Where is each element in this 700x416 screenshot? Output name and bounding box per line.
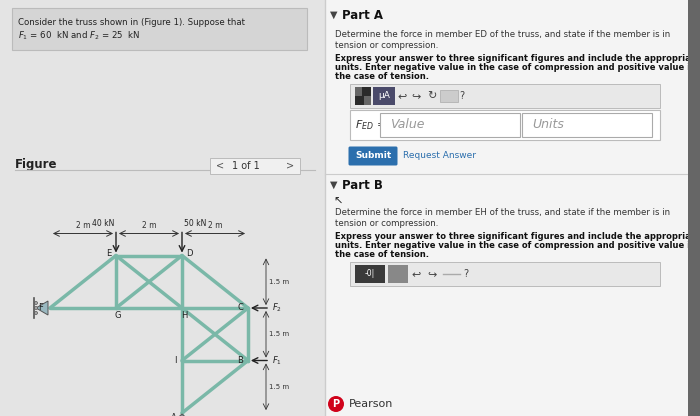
Text: Consider the truss shown in (Figure 1). Suppose that: Consider the truss shown in (Figure 1). … bbox=[18, 18, 245, 27]
Text: 1.5 m: 1.5 m bbox=[269, 384, 289, 390]
Bar bbox=[373, 87, 395, 105]
Text: 1.5 m: 1.5 m bbox=[269, 279, 289, 285]
Text: ↩: ↩ bbox=[398, 91, 407, 101]
Text: F: F bbox=[38, 304, 43, 312]
Bar bbox=[350, 84, 660, 108]
Text: 50 kN: 50 kN bbox=[184, 218, 206, 228]
Text: -0|: -0| bbox=[365, 270, 375, 278]
Text: Request Answer: Request Answer bbox=[403, 151, 476, 161]
Text: P: P bbox=[332, 399, 340, 409]
Text: Determine the force in member ED of the truss, and state if the member is in: Determine the force in member ED of the … bbox=[335, 30, 671, 39]
Text: ↩: ↩ bbox=[412, 269, 421, 279]
Text: C: C bbox=[237, 304, 243, 312]
Polygon shape bbox=[174, 414, 190, 416]
Bar bbox=[350, 110, 660, 140]
Bar bbox=[522, 113, 652, 137]
Circle shape bbox=[328, 396, 344, 412]
Bar bbox=[688, 0, 700, 416]
Text: Express your answer to three significant figures and include the appropriate: Express your answer to three significant… bbox=[335, 54, 700, 63]
Bar bbox=[364, 96, 371, 105]
Text: units. Enter negative value in the case of compression and positive value in: units. Enter negative value in the case … bbox=[335, 63, 696, 72]
Bar bbox=[388, 265, 408, 283]
Bar bbox=[350, 262, 660, 286]
Text: H: H bbox=[181, 310, 187, 319]
Text: ?: ? bbox=[463, 269, 468, 279]
Text: $F_{ED}$ =: $F_{ED}$ = bbox=[355, 118, 386, 132]
Bar bbox=[380, 113, 520, 137]
Text: Units: Units bbox=[532, 119, 564, 131]
Text: ▼: ▼ bbox=[330, 10, 337, 20]
Text: D: D bbox=[186, 249, 193, 258]
Text: B: B bbox=[237, 356, 243, 365]
Text: A: A bbox=[172, 414, 177, 416]
FancyBboxPatch shape bbox=[349, 146, 398, 166]
Text: $F_2$: $F_2$ bbox=[272, 302, 282, 314]
Text: 40 kN: 40 kN bbox=[92, 218, 114, 228]
Bar bbox=[12, 8, 307, 50]
Text: 2 m: 2 m bbox=[76, 221, 90, 230]
Text: ↪: ↪ bbox=[427, 269, 437, 279]
Text: >: > bbox=[286, 161, 294, 171]
Text: 2 m: 2 m bbox=[208, 221, 223, 230]
Text: ↖: ↖ bbox=[333, 197, 342, 207]
Text: Submit: Submit bbox=[355, 151, 391, 161]
Polygon shape bbox=[36, 301, 48, 315]
Text: Determine the force in member EH of the truss, and state if the member is in: Determine the force in member EH of the … bbox=[335, 208, 670, 217]
Bar bbox=[355, 87, 371, 105]
Text: units. Enter negative value in the case of compression and positive value in: units. Enter negative value in the case … bbox=[335, 241, 696, 250]
Bar bbox=[0, 0, 325, 416]
Bar bbox=[355, 87, 362, 96]
Text: ↪: ↪ bbox=[412, 91, 421, 101]
Circle shape bbox=[34, 312, 38, 314]
Text: $F_1$ = 60  kN and $F_2$ = 25  kN: $F_1$ = 60 kN and $F_2$ = 25 kN bbox=[18, 30, 140, 42]
Text: Part A: Part A bbox=[342, 9, 383, 22]
Bar bbox=[440, 90, 458, 102]
Text: ▼: ▼ bbox=[330, 180, 337, 190]
Text: Figure: Figure bbox=[15, 158, 57, 171]
Text: the case of tension.: the case of tension. bbox=[335, 72, 429, 81]
Text: <: < bbox=[216, 161, 224, 171]
Bar bbox=[355, 265, 385, 283]
Text: G: G bbox=[115, 310, 121, 319]
Text: tension or compression.: tension or compression. bbox=[335, 219, 438, 228]
Bar bbox=[210, 158, 300, 174]
Text: 1.5 m: 1.5 m bbox=[269, 331, 289, 337]
Text: ↻: ↻ bbox=[427, 91, 437, 101]
Text: tension or compression.: tension or compression. bbox=[335, 41, 438, 50]
Text: μΑ: μΑ bbox=[378, 92, 390, 101]
Text: E: E bbox=[106, 249, 111, 258]
Text: the case of tension.: the case of tension. bbox=[335, 250, 429, 259]
Text: ?: ? bbox=[459, 91, 465, 101]
Text: Part B: Part B bbox=[342, 179, 383, 192]
Text: I: I bbox=[174, 356, 177, 365]
Circle shape bbox=[34, 307, 38, 310]
Text: 2 m: 2 m bbox=[141, 221, 156, 230]
Text: Express your answer to three significant figures and include the appropriate: Express your answer to three significant… bbox=[335, 232, 700, 241]
Text: Value: Value bbox=[390, 119, 424, 131]
Text: 1 of 1: 1 of 1 bbox=[232, 161, 260, 171]
Text: Pearson: Pearson bbox=[349, 399, 393, 409]
Text: $F_1$: $F_1$ bbox=[272, 354, 282, 367]
Circle shape bbox=[34, 302, 38, 305]
Bar bbox=[325, 0, 700, 416]
